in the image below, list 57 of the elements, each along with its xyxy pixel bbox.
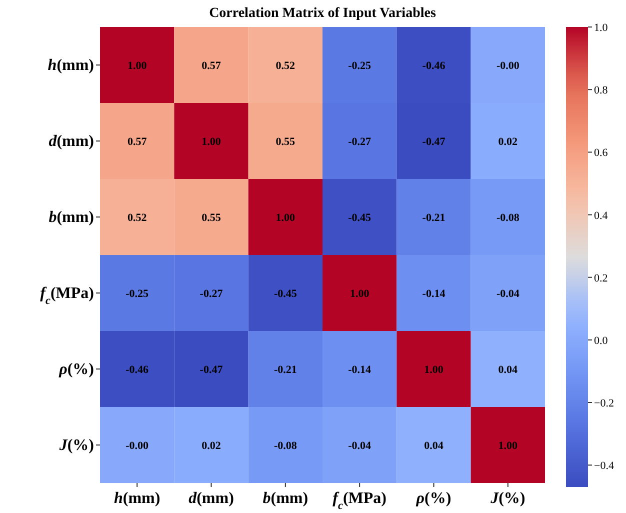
data-label: -0.47 xyxy=(422,136,446,148)
x-tick-label: ρ(%) xyxy=(415,490,452,507)
color-bar-label: 0.2 xyxy=(594,272,608,284)
data-label: 1.00 xyxy=(350,288,370,300)
data-label: -0.27 xyxy=(200,288,224,300)
data-label: 0.02 xyxy=(202,440,222,452)
y-tick-label: J(%) xyxy=(58,437,94,454)
y-tick-label: f$_{c}$(MPa) xyxy=(40,285,94,307)
data-label: -0.04 xyxy=(496,288,520,300)
color-bar-label: −0.2 xyxy=(594,398,614,410)
data-label: -0.47 xyxy=(200,364,224,376)
data-label: 0.55 xyxy=(276,136,296,148)
data-label: 1.00 xyxy=(276,212,296,224)
data-label: 0.57 xyxy=(127,136,148,148)
x-tick-label: J(%) xyxy=(490,490,526,507)
data-label: 0.52 xyxy=(127,212,148,224)
color-bar-label: 0.0 xyxy=(594,334,608,347)
color-bar-label: 0.6 xyxy=(594,147,608,160)
data-label: 0.52 xyxy=(276,60,296,72)
data-label: 1.00 xyxy=(202,136,222,148)
data-label: -0.14 xyxy=(348,364,372,376)
data-label: -0.27 xyxy=(348,136,372,148)
y-tick-label: ρ(%) xyxy=(58,361,94,378)
y-tick-label: d(mm) xyxy=(48,133,94,150)
x-tick-label: h(mm) xyxy=(114,490,160,507)
data-label: 0.55 xyxy=(202,212,222,224)
data-label: 0.02 xyxy=(498,136,518,148)
x-tick-label: f$_{c}$(MPa) xyxy=(332,490,386,512)
data-label: -0.04 xyxy=(348,440,372,452)
data-label: -0.46 xyxy=(126,364,150,376)
y-tick-label: b(mm) xyxy=(48,209,94,226)
color-bar-label: 0.8 xyxy=(594,84,608,97)
x-tick-label: b(mm) xyxy=(262,490,308,507)
color-bar-label: 0.4 xyxy=(594,210,608,222)
data-label: -0.08 xyxy=(496,212,520,224)
y-tick-label: h(mm) xyxy=(48,57,94,74)
data-label: -0.25 xyxy=(348,60,372,72)
data-label: -0.00 xyxy=(496,60,520,72)
data-label: 1.00 xyxy=(424,364,444,376)
data-label: 0.04 xyxy=(498,364,518,376)
data-label: -0.45 xyxy=(274,288,298,300)
data-label: -0.21 xyxy=(274,364,297,376)
data-label: 0.57 xyxy=(202,60,222,72)
data-label: 1.00 xyxy=(498,440,518,452)
x-tick-label: d(mm) xyxy=(188,490,234,507)
data-label: -0.25 xyxy=(126,288,150,300)
data-label: -0.21 xyxy=(422,212,446,224)
color-bar-label: 1.0 xyxy=(594,22,608,34)
chart-title: Correlation Matrix of Input Variables xyxy=(209,6,436,21)
data-label: -0.08 xyxy=(274,440,298,452)
color-bar-label: −0.4 xyxy=(594,460,614,472)
data-label: 0.04 xyxy=(424,440,444,452)
data-label: -0.00 xyxy=(126,440,150,452)
data-label: -0.46 xyxy=(422,60,446,72)
data-label: -0.45 xyxy=(348,212,372,224)
data-label: 1.00 xyxy=(127,60,148,72)
data-label: -0.14 xyxy=(422,288,446,300)
